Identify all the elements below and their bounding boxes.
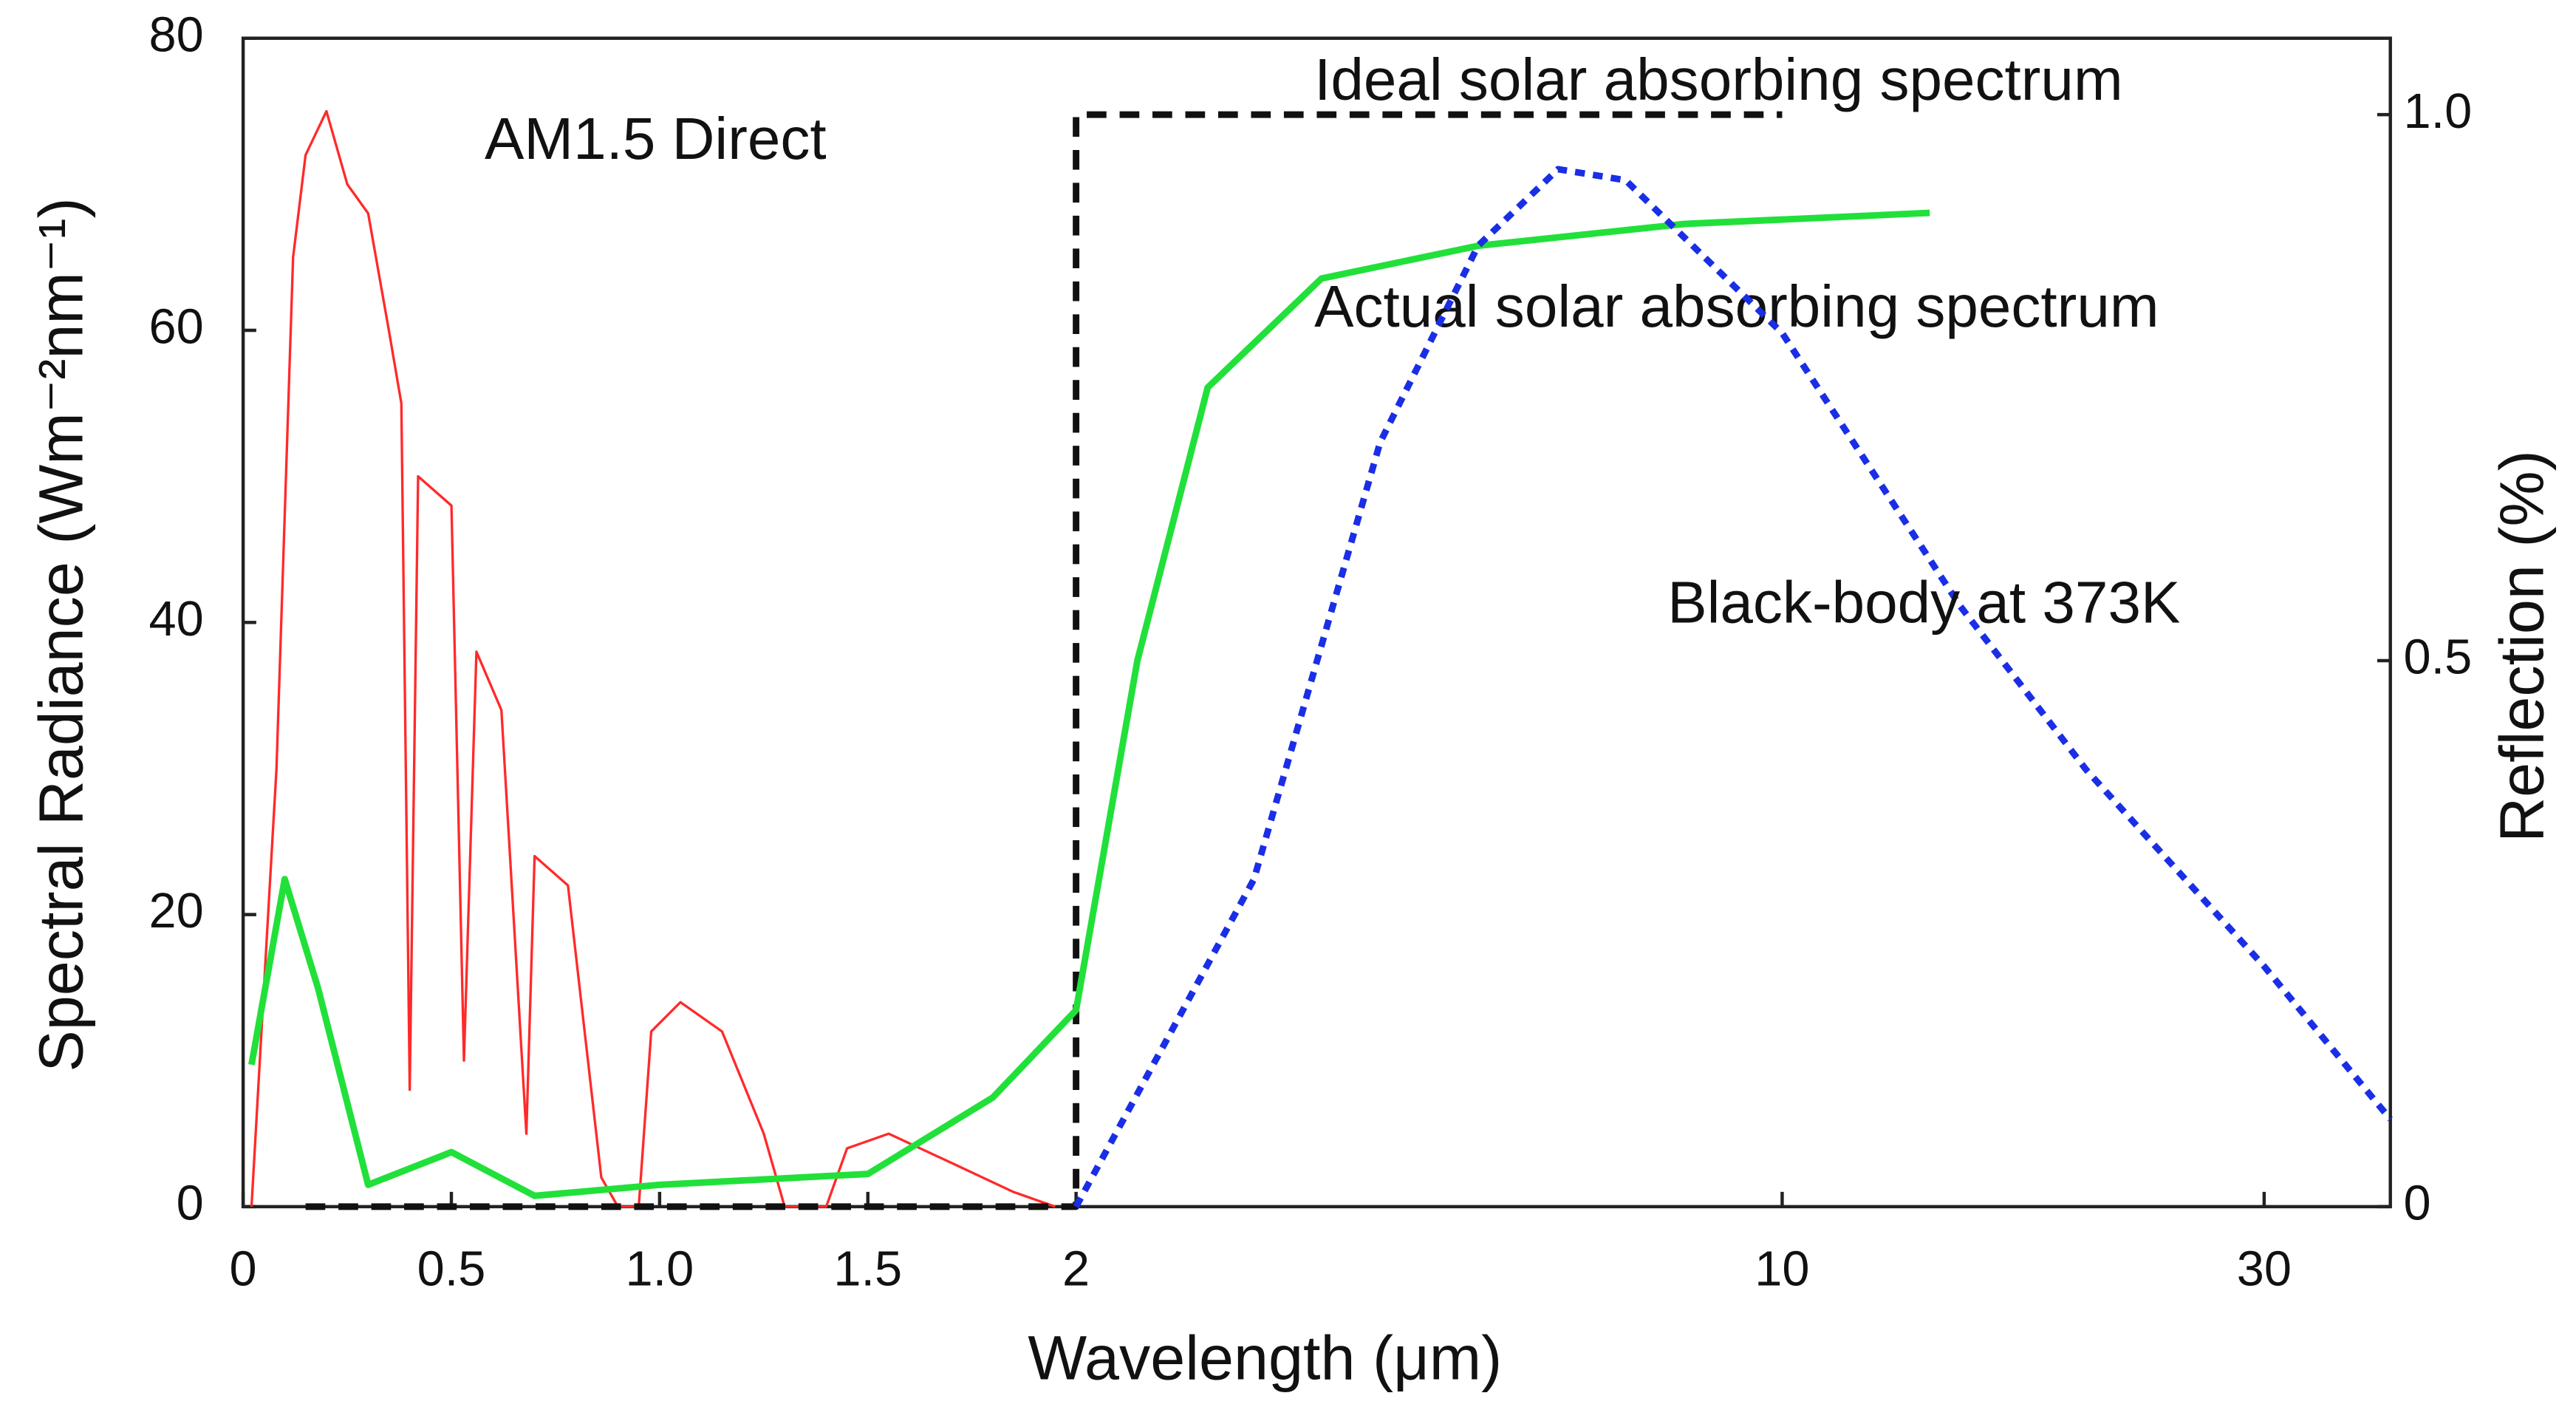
series-annotation: Black-body at 373K — [1667, 569, 2180, 635]
series-annotation: Actual solar absorbing spectrum — [1314, 273, 2159, 339]
y2-axis-title: Reflection (%) — [2487, 450, 2557, 842]
x-tick-label: 30 — [2237, 1241, 2292, 1296]
series-line — [305, 111, 1783, 1210]
x-axis-title: Wavelength (μm) — [1028, 1323, 1502, 1392]
y-axis-title: Spectral Radiance (Wm⁻²nm⁻¹) — [26, 197, 95, 1072]
y2-tick-label: 0 — [2403, 1176, 2430, 1231]
series-line — [1073, 166, 2394, 1209]
series-annotation: AM1.5 Direct — [485, 106, 827, 171]
y-tick-label: 80 — [149, 7, 204, 62]
y-tick-label: 20 — [149, 884, 204, 938]
y-tick-label: 60 — [149, 300, 204, 355]
series-line — [248, 209, 1930, 1199]
x-tick-label: 0.5 — [417, 1241, 486, 1296]
x-tick-label: 1.0 — [626, 1241, 694, 1296]
y2-tick-label: 0.5 — [2403, 630, 2472, 685]
x-tick-label: 0 — [230, 1241, 257, 1296]
y2-tick-label: 1.0 — [2403, 84, 2472, 139]
x-tick-label: 1.5 — [833, 1241, 902, 1296]
x-tick-label: 10 — [1755, 1241, 1809, 1296]
y-tick-label: 40 — [149, 592, 204, 647]
series-line — [250, 109, 1056, 1208]
y-tick-label: 0 — [177, 1176, 204, 1231]
series-annotation: Ideal solar absorbing spectrum — [1314, 47, 2123, 112]
x-tick-label: 2 — [1062, 1241, 1090, 1296]
